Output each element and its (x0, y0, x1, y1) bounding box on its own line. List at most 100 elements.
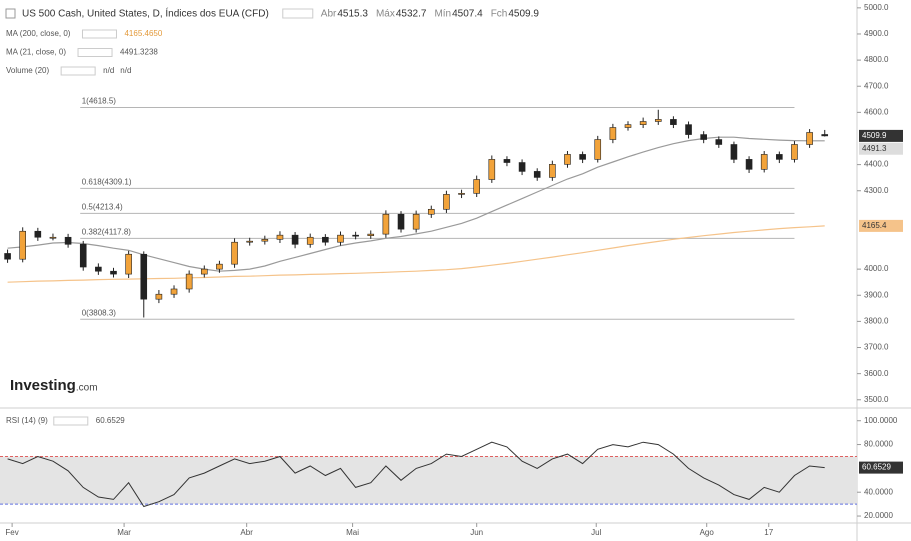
candle-body (352, 234, 359, 237)
header-text: 4507.4 (452, 9, 483, 20)
y-tick-label: 40.0000 (864, 487, 893, 496)
candle-body (4, 253, 11, 260)
candle-body (791, 144, 798, 160)
legend-text: RSI (14) (9) (6, 416, 48, 425)
fib-label: 0.5(4213.4) (82, 202, 123, 211)
y-tick-label: 3700.0 (864, 343, 889, 352)
y-tick-label: 5000.0 (864, 3, 889, 12)
y-tick-label: 4800.0 (864, 55, 889, 64)
candle-body (64, 236, 72, 245)
candle-body (670, 119, 677, 125)
candle-body (685, 124, 692, 135)
candle-body (518, 162, 526, 172)
y-tick-label: 3900.0 (864, 290, 889, 299)
candle-body (549, 164, 556, 178)
y-tick-label: 20.0000 (864, 511, 893, 520)
y-tick-label: 4300.0 (864, 186, 889, 195)
header-text: 4515.3 (337, 9, 368, 20)
candle-body (95, 266, 102, 272)
header-text: Mín (434, 9, 451, 20)
candle-body (745, 159, 753, 170)
candle-body (533, 171, 541, 178)
candle-body (261, 239, 269, 242)
icon (5, 8, 16, 19)
candle-body (700, 134, 707, 140)
candle-body (821, 134, 829, 137)
candle-body (412, 213, 420, 230)
icon (53, 416, 89, 426)
candle-body (140, 253, 148, 300)
price-box (859, 129, 903, 142)
icon (77, 48, 113, 57)
fib-label: 1(4618.5) (82, 97, 117, 106)
x-tick-label: Abr (240, 528, 253, 537)
candle-body (125, 253, 132, 275)
price-box-label: 4491.3 (862, 144, 887, 153)
candle-body (458, 193, 465, 195)
legend-text: MA (21, close, 0) (6, 48, 66, 57)
candle-body (564, 154, 571, 165)
candle-body (715, 139, 723, 145)
candle-body (503, 159, 511, 163)
fib-label: 0(3808.3) (82, 308, 117, 317)
price-box (859, 142, 903, 155)
candle-body (427, 208, 435, 215)
candle-body (322, 236, 329, 243)
icon (282, 8, 314, 19)
candle-body (624, 124, 632, 128)
candle-body (19, 230, 26, 260)
y-tick-label: 3800.0 (864, 316, 889, 325)
candle-body (473, 179, 480, 194)
candle-body (306, 236, 314, 245)
legend-text: 60.6529 (96, 416, 125, 425)
candle-body (337, 234, 344, 243)
header-text: US 500 Cash, United States, D, Índices d… (22, 7, 269, 20)
y-tick-label: 100.0000 (864, 416, 898, 425)
candle-body (760, 154, 768, 170)
candle-body (776, 154, 783, 160)
candle-body (110, 270, 117, 275)
icon (60, 66, 96, 76)
candle-body (49, 236, 57, 239)
candle-body (397, 213, 405, 230)
fib-label: 0.618(4309.1) (82, 177, 132, 186)
legend-text: MA (200, close, 0) (6, 29, 71, 38)
price-box (859, 461, 903, 474)
y-tick-label: 4600.0 (864, 107, 889, 116)
header-text: Máx (376, 9, 395, 20)
x-tick-label: Mar (117, 528, 131, 537)
candle-body (291, 234, 299, 245)
candle-body (488, 159, 496, 180)
watermark: Investing (10, 377, 76, 394)
candle-body (200, 268, 208, 275)
y-tick-label: 80.0000 (864, 440, 893, 449)
candle-body (367, 233, 375, 236)
price-box-label: 4165.4 (862, 221, 887, 230)
icon (81, 29, 117, 39)
y-tick-label: 4700.0 (864, 81, 889, 90)
candle-body (276, 234, 284, 240)
candle-body (443, 194, 450, 210)
legend-text: 4491.3238 (120, 48, 158, 57)
legend-text: n/d (103, 66, 114, 75)
x-tick-label: Ago (700, 528, 715, 537)
candle-body (246, 240, 253, 243)
candle-body (730, 144, 738, 160)
candle-body (155, 293, 163, 300)
candle-body (382, 213, 390, 235)
x-tick-label: Fev (5, 528, 18, 537)
legend-text: 4165.4650 (124, 29, 162, 38)
candle-body (185, 273, 193, 290)
legend-text: Volume (20) (6, 66, 49, 75)
price-box (859, 219, 903, 232)
candle-body (806, 132, 813, 145)
candle-body (34, 230, 42, 238)
candle-body (639, 121, 647, 125)
header-text: 4532.7 (396, 9, 427, 20)
header-text: Abr (321, 9, 337, 20)
y-tick-label: 3500.0 (864, 395, 889, 404)
header-text: 4509.9 (508, 9, 539, 20)
y-tick-label: 4000.0 (864, 264, 889, 273)
